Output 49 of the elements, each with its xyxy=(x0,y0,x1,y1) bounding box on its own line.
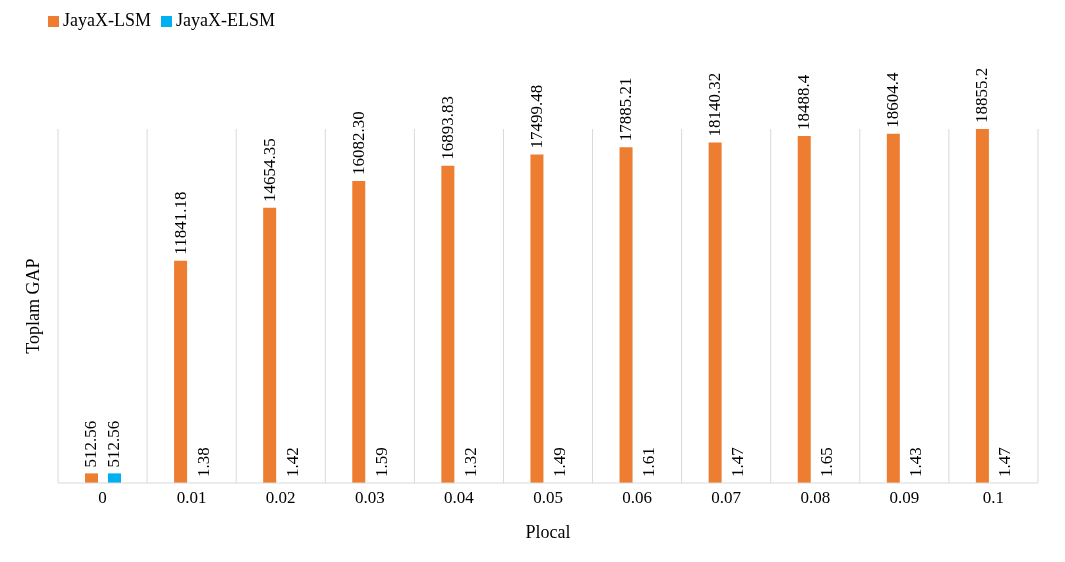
data-label: 1.42 xyxy=(282,447,302,477)
data-label: 512.56 xyxy=(104,420,124,468)
bar xyxy=(108,473,121,483)
legend-label: JayaX-LSM xyxy=(63,10,151,30)
x-tick-label: 0.08 xyxy=(800,488,831,508)
x-tick-label: 0.04 xyxy=(444,488,475,508)
data-label: 14654.35 xyxy=(259,138,279,202)
x-tick-label: 0.1 xyxy=(982,488,1005,508)
bar xyxy=(530,154,544,483)
bar xyxy=(708,142,722,483)
x-tick-label: 0.03 xyxy=(354,488,385,508)
data-label: 1.47 xyxy=(995,446,1015,477)
x-tick-label: 0.09 xyxy=(889,488,920,508)
bar xyxy=(85,473,98,483)
x-tick-label: 0.05 xyxy=(533,488,563,508)
x-tick-label: 0.07 xyxy=(711,488,742,508)
data-label: 16082.30 xyxy=(348,111,368,176)
bar xyxy=(886,133,900,483)
data-label: 1.61 xyxy=(639,447,659,477)
data-label: 18855.2 xyxy=(972,67,992,123)
x-tick-label: 0.02 xyxy=(265,488,296,508)
bar xyxy=(263,207,277,483)
data-label: 1.59 xyxy=(371,447,391,477)
bar xyxy=(619,147,633,483)
data-label: 18140.32 xyxy=(705,72,725,137)
bar xyxy=(797,135,811,483)
bar xyxy=(975,129,989,483)
data-label: 1.32 xyxy=(460,447,480,477)
data-label: 512.56 xyxy=(81,420,101,468)
data-label: 11841.18 xyxy=(170,191,190,255)
data-label: 1.65 xyxy=(817,447,837,477)
data-label: 17885.21 xyxy=(616,77,636,142)
x-axis-title: Plocal xyxy=(525,522,571,542)
data-label: 16893.83 xyxy=(437,96,457,160)
x-tick-label: 0.06 xyxy=(622,488,652,508)
data-label: 1.38 xyxy=(193,447,213,477)
x-tick-label: 0 xyxy=(98,488,107,508)
y-axis-title: Toplam GAP xyxy=(23,258,44,354)
bar xyxy=(441,165,455,483)
data-label: 17499.48 xyxy=(526,84,546,149)
data-label: 18604.4 xyxy=(883,71,903,128)
bar xyxy=(174,260,188,483)
data-label: 1.49 xyxy=(549,447,569,477)
legend-label: JayaX-ELSM xyxy=(176,10,275,30)
bar xyxy=(352,181,366,483)
data-label: 1.47 xyxy=(728,446,748,477)
data-label: 1.43 xyxy=(906,447,926,477)
data-label: 18488.4 xyxy=(794,74,814,130)
x-tick-label: 0.01 xyxy=(176,488,207,508)
